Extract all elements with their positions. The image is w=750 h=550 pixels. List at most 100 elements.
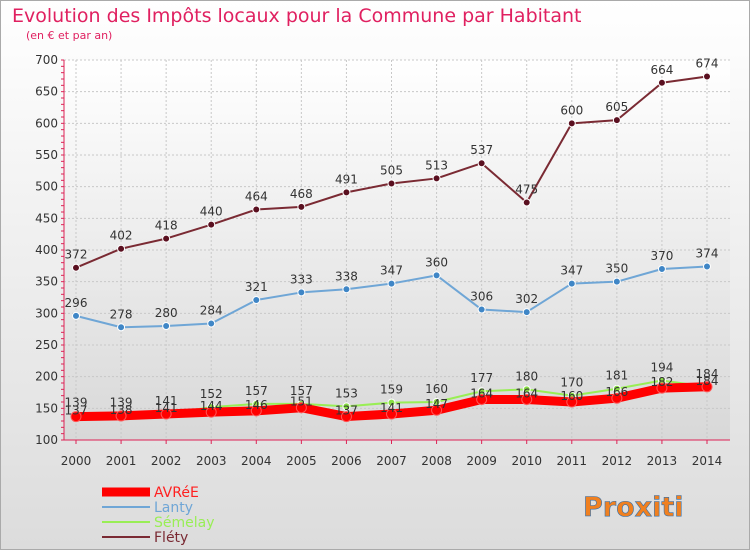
data-point: [117, 244, 126, 253]
data-label: 418: [155, 219, 178, 233]
data-point: [566, 396, 578, 408]
data-label: 141: [155, 394, 178, 408]
data-label: 137: [65, 404, 88, 418]
data-label: 160: [425, 382, 448, 396]
data-point: [432, 174, 441, 183]
data-label: 674: [696, 56, 719, 70]
data-point: [432, 271, 441, 280]
data-label: 147: [425, 397, 448, 411]
x-tick-label: 2011: [557, 454, 588, 468]
x-tick-label: 2005: [286, 454, 317, 468]
logo-text: Proxiti: [583, 492, 684, 523]
data-label: 468: [290, 187, 313, 201]
data-label: 151: [290, 395, 313, 409]
data-label: 153: [335, 386, 358, 400]
data-label: 302: [515, 292, 538, 306]
data-point: [567, 119, 576, 128]
data-label: 181: [605, 369, 628, 383]
data-point: [431, 404, 443, 416]
data-point: [612, 116, 621, 125]
data-label: 664: [650, 63, 673, 77]
x-tick-label: 2000: [61, 454, 92, 468]
data-point: [701, 381, 713, 393]
data-point: [703, 72, 711, 81]
data-label: 139: [110, 395, 133, 409]
data-point: [612, 384, 621, 393]
data-label: 194: [650, 360, 673, 374]
x-tick-label: 2013: [647, 454, 678, 468]
data-point: [342, 402, 351, 411]
y-tick-label: 450: [35, 211, 58, 225]
data-label: 296: [65, 296, 88, 310]
chart-title: Evolution des Impôts locaux pour la Comm…: [12, 5, 582, 27]
x-tick-label: 2006: [331, 454, 362, 468]
data-point: [612, 277, 621, 286]
data-label: 170: [560, 376, 583, 390]
x-tick-label: 2012: [602, 454, 633, 468]
data-label: 284: [200, 303, 223, 317]
data-label: 350: [605, 262, 628, 276]
data-label: 146: [245, 398, 268, 412]
data-point: [521, 393, 533, 405]
y-tick-label: 250: [35, 338, 58, 352]
data-label: 374: [696, 246, 719, 260]
data-labels: 372 402 418 440 464 468 491 505 513 537 475 600 605 6…: [65, 56, 719, 417]
data-point: [340, 411, 352, 423]
data-label: 402: [110, 229, 133, 243]
data-label: 464: [245, 189, 268, 203]
x-tick-label: 2010: [511, 454, 542, 468]
data-label: 537: [470, 143, 493, 157]
data-label: 160: [560, 389, 583, 403]
data-label: 184: [696, 367, 719, 381]
y-tick-label: 400: [35, 243, 58, 257]
y-tick-label: 350: [35, 275, 58, 289]
proxiti-logo: Proxiti: [583, 492, 684, 524]
data-point: [297, 202, 306, 211]
chart-subtitle: (en € et par an): [26, 29, 112, 42]
data-label: 157: [290, 384, 313, 398]
x-tick-label: 2002: [151, 454, 182, 468]
data-label: 141: [155, 401, 178, 415]
data-point: [477, 159, 486, 168]
data-point: [342, 285, 351, 294]
data-point: [162, 234, 171, 243]
data-point: [386, 408, 397, 420]
x-tick-label: 2003: [196, 454, 227, 468]
data-point: [477, 305, 486, 314]
data-label: 139: [65, 395, 88, 409]
data-label: 338: [335, 269, 358, 283]
data-point: [250, 405, 262, 417]
data-label: 177: [470, 371, 493, 385]
data-label: 166: [605, 385, 628, 399]
data-point: [117, 323, 126, 332]
data-point: [656, 382, 668, 394]
data-point: [70, 411, 82, 423]
data-point: [295, 402, 307, 414]
data-label: 600: [560, 103, 583, 117]
data-point: [252, 296, 261, 305]
data-point: [342, 188, 351, 197]
data-label: 605: [605, 100, 628, 114]
x-tick-label: 2001: [106, 454, 137, 468]
data-label: 475: [515, 183, 538, 197]
data-point: [207, 319, 216, 328]
y-tick-label: 650: [35, 85, 58, 99]
data-point: [162, 322, 171, 330]
data-label: 184: [696, 374, 719, 388]
data-point: [160, 408, 172, 420]
data-point: [567, 279, 576, 288]
data-point: [522, 198, 531, 207]
y-tick-label: 600: [35, 116, 58, 130]
y-tick-label: 300: [35, 306, 58, 320]
data-point: [387, 279, 396, 288]
data-point: [115, 410, 127, 422]
series-group: [70, 72, 713, 423]
data-point: [522, 308, 531, 317]
y-tick-label: 700: [35, 53, 58, 67]
data-point: [522, 385, 531, 394]
data-point: [72, 311, 80, 320]
data-label: 505: [380, 164, 403, 178]
data-point: [657, 265, 666, 273]
data-label: 333: [290, 272, 313, 286]
